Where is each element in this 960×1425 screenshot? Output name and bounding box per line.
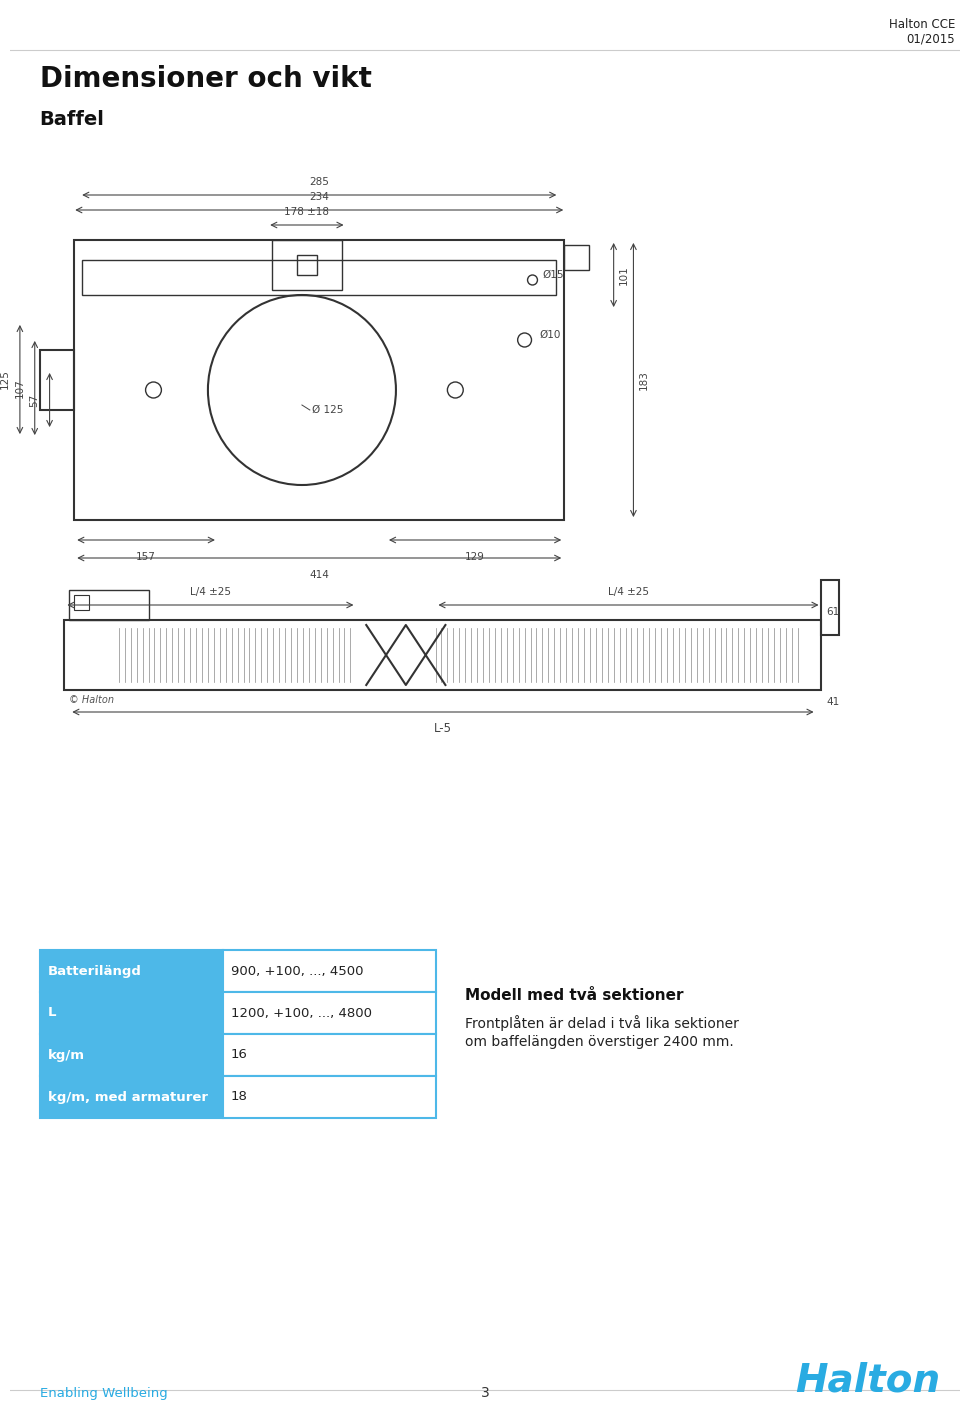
Text: 61: 61: [827, 607, 840, 617]
Text: L/4 ±25: L/4 ±25: [190, 587, 231, 597]
Text: Ø 125: Ø 125: [312, 405, 343, 415]
Text: kg/m, med armaturer: kg/m, med armaturer: [48, 1090, 207, 1103]
Text: L/4 ±25: L/4 ±25: [608, 587, 649, 597]
Text: 41: 41: [827, 697, 840, 707]
Bar: [223, 950, 436, 992]
Text: Enabling Wellbeing: Enabling Wellbeing: [39, 1387, 167, 1399]
Bar: [69, 590, 149, 620]
Text: Modell med två sektioner: Modell med två sektioner: [466, 988, 684, 1003]
Text: kg/m: kg/m: [48, 1049, 84, 1062]
Text: Halton: Halton: [795, 1362, 940, 1399]
Text: © Halton: © Halton: [69, 695, 114, 705]
Text: Baffel: Baffel: [39, 110, 105, 130]
Text: L-5: L-5: [434, 722, 452, 735]
Bar: [74, 596, 89, 610]
Bar: [39, 992, 223, 1035]
Bar: [273, 239, 342, 291]
Text: 18: 18: [230, 1090, 248, 1103]
Text: Dimensioner och vikt: Dimensioner och vikt: [39, 66, 372, 93]
Bar: [39, 351, 74, 410]
Bar: [822, 580, 839, 636]
Text: 3: 3: [481, 1387, 490, 1399]
Text: 157: 157: [136, 551, 156, 561]
Text: 183: 183: [638, 370, 648, 390]
Bar: [297, 255, 317, 275]
Bar: [39, 1076, 223, 1119]
Text: om baffelängden överstiger 2400 mm.: om baffelängden överstiger 2400 mm.: [466, 1035, 734, 1049]
Bar: [223, 1076, 436, 1119]
Text: 16: 16: [230, 1049, 248, 1062]
Text: 129: 129: [466, 551, 485, 561]
Bar: [223, 1035, 436, 1076]
Text: 900, +100, ..., 4500: 900, +100, ..., 4500: [230, 965, 363, 978]
Text: 101: 101: [618, 265, 629, 285]
Bar: [39, 1035, 223, 1076]
Text: 1200, +100, ..., 4800: 1200, +100, ..., 4800: [230, 1006, 372, 1019]
Bar: [564, 245, 588, 269]
Text: 414: 414: [309, 570, 329, 580]
Text: Ø10: Ø10: [540, 331, 561, 341]
Bar: [74, 239, 564, 520]
Text: 285: 285: [309, 177, 329, 187]
Text: Ø15: Ø15: [542, 269, 564, 279]
Text: L: L: [48, 1006, 56, 1019]
Text: 178 ±18: 178 ±18: [284, 207, 329, 217]
Bar: [83, 259, 556, 295]
Text: 57: 57: [30, 393, 39, 406]
Text: 125: 125: [0, 369, 10, 389]
Text: 107: 107: [14, 378, 25, 398]
Text: 01/2015: 01/2015: [906, 31, 955, 46]
Bar: [223, 992, 436, 1035]
Bar: [64, 620, 822, 690]
Text: 234: 234: [309, 192, 329, 202]
Text: Halton CCE: Halton CCE: [889, 19, 955, 31]
Bar: [39, 950, 223, 992]
Text: Batterilängd: Batterilängd: [48, 965, 141, 978]
Text: Frontplåten är delad i två lika sektioner: Frontplåten är delad i två lika sektione…: [466, 1015, 739, 1030]
